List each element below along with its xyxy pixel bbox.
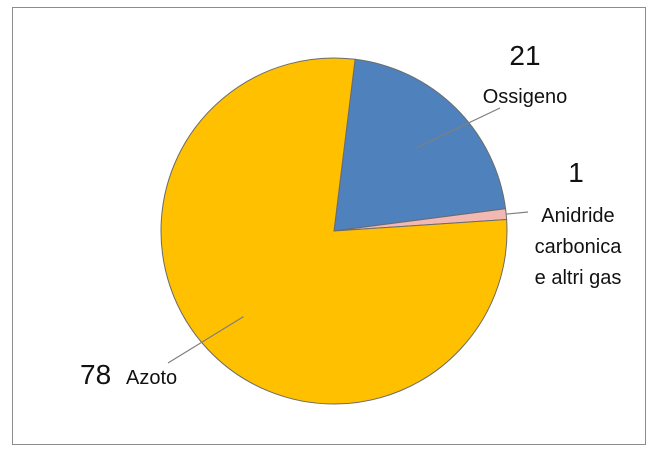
category-label-anidride-line1: Anidride — [541, 205, 614, 227]
category-label-azoto: Azoto — [126, 367, 177, 389]
leader-line-ossigeno — [416, 107, 501, 149]
category-label-anidride-line3: e altri gas — [535, 267, 622, 289]
category-label-ossigeno: Ossigeno — [483, 86, 568, 108]
value-label-ossigeno: 21 — [509, 40, 540, 71]
pie-slice-azoto — [160, 57, 508, 405]
pie-slice-ossigeno — [333, 58, 507, 232]
leader-lines — [167, 107, 529, 364]
pie-slices — [160, 57, 508, 405]
leader-line-azoto — [167, 316, 244, 364]
value-label-anidride: 1 — [568, 157, 584, 188]
leader-line-anidride — [506, 211, 529, 215]
value-label-azoto: 78 — [80, 359, 111, 390]
category-label-anidride-line2: carbonica — [535, 236, 623, 258]
